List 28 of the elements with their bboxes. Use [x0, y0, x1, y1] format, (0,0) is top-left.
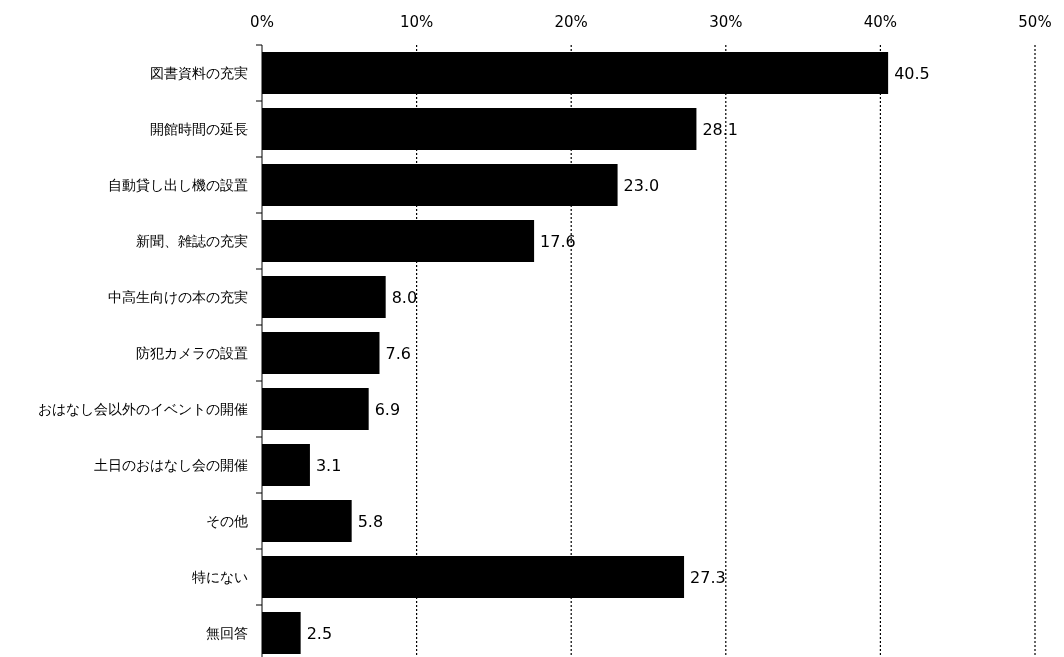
- y-tick-label: 中高生向けの本の充実: [108, 289, 248, 305]
- data-label: 2.5: [306, 624, 333, 643]
- data-label: 40.5: [894, 64, 930, 83]
- y-tick-label: 特にない: [192, 569, 248, 585]
- y-tick-label: 無回答: [206, 625, 248, 641]
- data-label: 27.3: [690, 568, 726, 587]
- x-tick-label: 10%: [399, 13, 434, 31]
- x-tick-label: 50%: [1018, 13, 1052, 31]
- y-tick-label: 自動貸し出し機の設置: [108, 177, 248, 193]
- data-label: 8.0: [391, 288, 418, 307]
- y-tick-label: 防犯カメラの設置: [136, 345, 248, 361]
- data-label: 5.8: [357, 512, 384, 531]
- y-tick-label: 図書資料の充実: [150, 65, 248, 81]
- data-label: 7.6: [385, 344, 411, 363]
- data-label: 28.1: [702, 120, 739, 139]
- x-tick-label: 0%: [250, 13, 274, 31]
- data-label: 23.0: [623, 176, 660, 195]
- y-tick-label: 開館時間の延長: [150, 121, 248, 137]
- data-label: 3.1: [315, 456, 342, 475]
- x-tick-label: 40%: [863, 13, 898, 31]
- y-tick-label: 新聞、雑誌の充実: [136, 233, 248, 249]
- data-label: 17.6: [540, 232, 576, 251]
- y-tick-label: 土日のおはなし会の開催: [94, 457, 248, 473]
- x-tick-label: 20%: [554, 13, 588, 31]
- y-tick-label: その他: [206, 513, 248, 529]
- data-label: 6.9: [374, 400, 401, 419]
- x-tick-label: 30%: [709, 13, 743, 31]
- y-tick-label: おはなし会以外のイベントの開催: [38, 401, 248, 417]
